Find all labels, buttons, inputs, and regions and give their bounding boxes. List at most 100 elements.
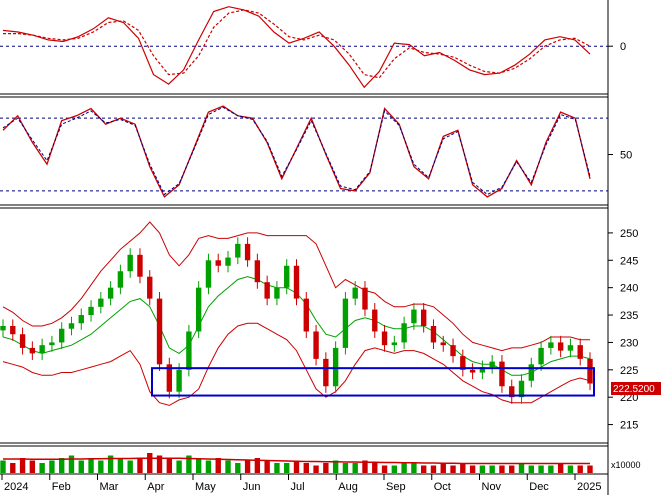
price-y-tick-label: 245 <box>620 255 638 267</box>
candle-body <box>420 309 427 326</box>
x-tick-label: Jun <box>243 481 261 493</box>
volume-bar <box>352 463 358 473</box>
candle-body <box>39 345 45 354</box>
volume-bar <box>372 463 378 473</box>
candle-body <box>88 306 94 316</box>
macd-y-tick-label: 0 <box>620 41 626 53</box>
price-y-tick-label: 250 <box>620 228 638 240</box>
x-tick-label: Sep <box>386 481 406 493</box>
candle-body <box>107 287 114 299</box>
candle-body <box>450 345 456 357</box>
volume-bar <box>430 465 437 473</box>
candle-body <box>98 298 104 307</box>
volume-bar <box>420 465 427 473</box>
bollinger-lower-band <box>2 322 591 406</box>
candle-body <box>391 342 398 346</box>
candle-body <box>499 361 505 387</box>
volume-bar <box>235 463 241 473</box>
x-tick-label: Nov <box>482 481 502 493</box>
price-y-tick-label: 225 <box>620 365 638 377</box>
volume-bar <box>186 455 192 473</box>
volume-bar <box>274 463 280 473</box>
candle-body <box>352 287 358 299</box>
candle-body <box>548 342 554 348</box>
volume-bar <box>10 463 16 473</box>
bollinger-upper-band <box>2 221 590 352</box>
volume-bar <box>538 465 544 473</box>
volume-bar <box>577 465 583 473</box>
volume-bar <box>244 460 251 473</box>
candle-body <box>401 323 407 343</box>
volume-bar <box>587 465 593 473</box>
candle-body <box>293 265 300 299</box>
volume-bar <box>323 463 329 473</box>
volume-bar <box>127 460 133 473</box>
candle-body <box>10 326 16 335</box>
candle-body <box>528 364 534 381</box>
last-price-label: 222.5200 <box>613 384 655 395</box>
volume-bar <box>254 458 261 473</box>
candle-body <box>411 309 417 324</box>
candle-body <box>29 347 36 354</box>
x-tick-label: 2024 <box>4 481 28 493</box>
price-panel: 215 220 225 230 235 240 245 250 222.5200 <box>0 221 661 432</box>
volume-unit-label: x10000 <box>611 460 641 470</box>
stochastic-panel: 50 <box>0 105 632 198</box>
volume-bar <box>303 463 309 473</box>
x-tick-label: 2025 <box>577 481 601 493</box>
candle-body <box>284 265 290 288</box>
x-tick-label: Apr <box>147 481 164 493</box>
candle-body <box>557 342 564 351</box>
volume-bar <box>469 465 476 473</box>
candle-body <box>323 358 329 387</box>
x-axis: 2024 Feb Mar Apr May Jun Jul Aug Sep Oct Nov Dec 202… <box>1 474 601 493</box>
volume-bar <box>215 458 221 473</box>
volume-bar <box>264 460 270 473</box>
stoch-d-line <box>2 106 591 196</box>
volume-bar <box>59 458 65 473</box>
volume-bar <box>29 460 36 473</box>
candle-body <box>489 361 495 368</box>
candle-body <box>332 347 339 387</box>
candle-body <box>362 287 368 310</box>
volume-bar <box>68 455 75 473</box>
volume-average-line <box>3 457 590 465</box>
volume-bar <box>548 465 554 473</box>
volume-bar <box>440 463 446 473</box>
stoch-y-tick-label: 50 <box>620 150 632 162</box>
candle-body <box>195 287 202 332</box>
x-tick-label: Aug <box>338 481 358 493</box>
panel-frames <box>0 0 609 495</box>
volume-bar <box>147 453 153 473</box>
x-tick-label: Jul <box>291 481 305 493</box>
macd-signal-line <box>3 9 591 79</box>
candle-body <box>460 356 466 370</box>
candle-body <box>372 309 378 332</box>
volume-bar <box>205 460 212 473</box>
volume-bar <box>401 463 407 473</box>
volume-bar <box>284 463 290 473</box>
volume-bar <box>117 458 124 473</box>
volume-bar <box>225 460 231 473</box>
volume-bar <box>567 465 574 473</box>
price-y-tick-label: 235 <box>620 310 638 322</box>
last-price-tag-bg <box>611 382 661 395</box>
support-zone-box <box>151 367 595 397</box>
candle-body <box>166 364 173 392</box>
candle-body <box>244 243 251 261</box>
candle-body <box>205 260 212 288</box>
candle-body <box>587 358 593 384</box>
candle-body <box>577 345 583 359</box>
stoch-k-line <box>2 105 591 198</box>
volume-bar <box>49 460 55 473</box>
volume-bar <box>137 458 143 473</box>
candle-body <box>186 331 192 370</box>
volume-bar <box>107 455 114 473</box>
volume-bar <box>98 460 104 473</box>
candle-body <box>518 380 525 398</box>
volume-bar <box>39 463 45 473</box>
candle-body <box>430 326 437 343</box>
volume-bar <box>176 460 182 473</box>
volume-bar <box>293 460 300 473</box>
